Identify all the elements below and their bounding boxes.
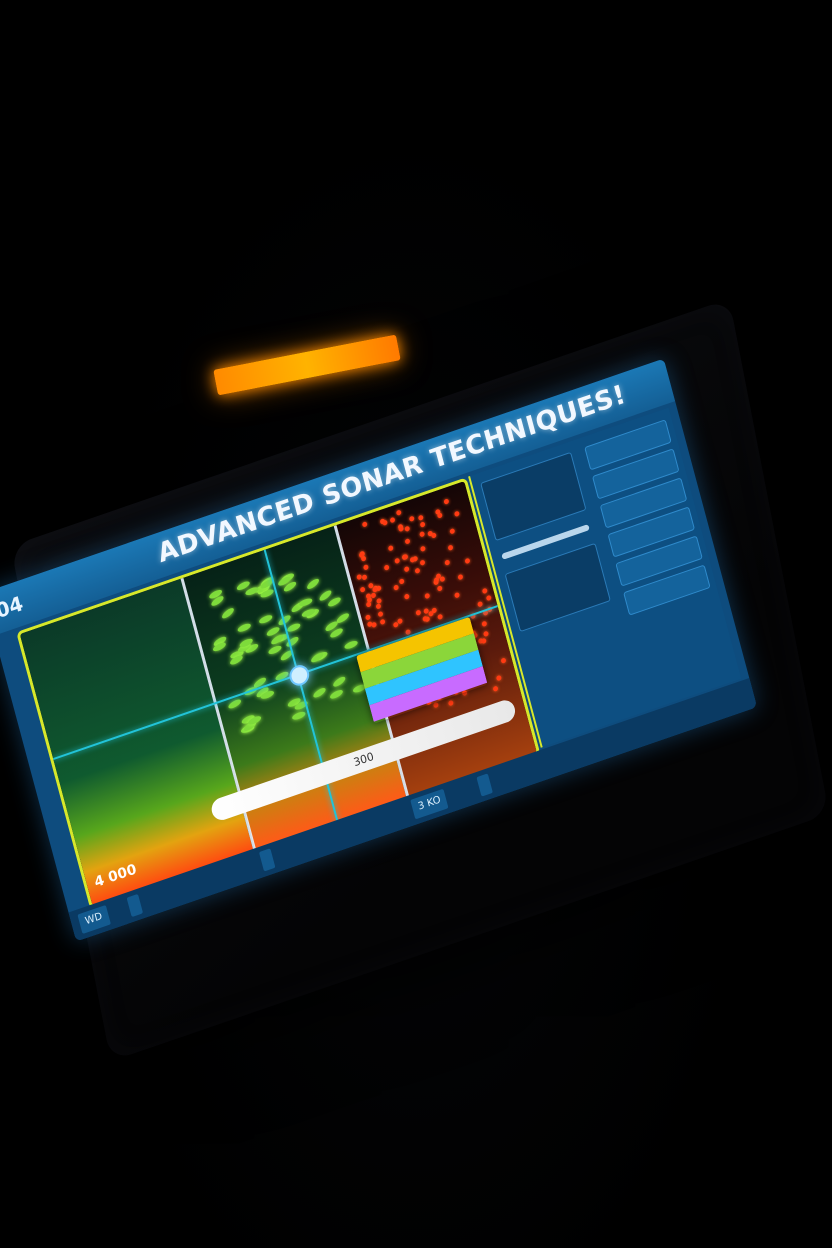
bottom-echo bbox=[464, 557, 471, 565]
bottom-echo bbox=[365, 600, 372, 608]
bottom-echo bbox=[481, 587, 488, 595]
bottom-echo bbox=[419, 559, 426, 566]
bottom-echo bbox=[404, 538, 411, 545]
bottom-echo bbox=[415, 609, 422, 616]
bottom-echo bbox=[392, 584, 399, 591]
fish-echo bbox=[227, 698, 243, 711]
bottom-echo bbox=[361, 574, 368, 581]
bottom-echo bbox=[398, 578, 405, 585]
status-chip[interactable]: 3 KO bbox=[410, 788, 449, 820]
bottom-echo bbox=[394, 557, 401, 565]
brand-led-display bbox=[213, 334, 401, 396]
fish-echo bbox=[305, 577, 321, 592]
bottom-echo bbox=[483, 630, 490, 638]
fish-echo bbox=[312, 686, 327, 700]
bottom-echo bbox=[364, 614, 372, 621]
bottom-echo bbox=[387, 544, 394, 552]
bottom-echo bbox=[481, 620, 488, 628]
bottom-echo bbox=[448, 699, 455, 707]
bottom-echo bbox=[453, 510, 460, 518]
bottom-echo bbox=[402, 553, 409, 560]
bottom-echo bbox=[382, 518, 389, 526]
bottom-echo bbox=[500, 657, 507, 664]
bottom-echo bbox=[403, 565, 410, 573]
bottom-echo bbox=[375, 602, 382, 610]
fish-echo bbox=[220, 606, 235, 620]
fish-echo bbox=[258, 613, 274, 625]
bottom-echo bbox=[476, 600, 483, 608]
status-chip[interactable] bbox=[126, 893, 144, 918]
status-chip[interactable] bbox=[476, 773, 493, 797]
page-number: 04 bbox=[0, 590, 26, 624]
fish-echo bbox=[286, 622, 302, 634]
status-chip[interactable]: WD bbox=[77, 905, 111, 935]
fish-echo bbox=[329, 688, 345, 701]
bottom-echo bbox=[414, 567, 421, 574]
bottom-echo bbox=[395, 509, 403, 516]
bottom-echo bbox=[370, 622, 377, 629]
bottom-echo bbox=[436, 614, 443, 621]
bottom-echo bbox=[433, 702, 440, 709]
bottom-echo bbox=[403, 593, 410, 601]
bottom-echo bbox=[457, 574, 464, 581]
bottom-echo bbox=[436, 512, 443, 519]
fish-echo bbox=[298, 597, 313, 608]
bottom-echo bbox=[359, 586, 366, 593]
bottom-echo bbox=[417, 514, 424, 521]
bottom-echo bbox=[420, 545, 427, 553]
settings-card[interactable] bbox=[480, 451, 587, 542]
bottom-echo bbox=[419, 521, 427, 528]
fish-echo bbox=[327, 595, 342, 608]
bottom-echo bbox=[447, 544, 454, 552]
bottom-echo bbox=[380, 618, 387, 626]
bottom-echo bbox=[485, 594, 492, 602]
bottom-echo bbox=[443, 559, 450, 566]
bottom-echo bbox=[377, 610, 384, 618]
bottom-echo bbox=[404, 525, 411, 532]
bottom-echo bbox=[430, 532, 437, 539]
fish-echo bbox=[236, 622, 252, 634]
status-chip[interactable] bbox=[258, 848, 276, 872]
fish-echo bbox=[343, 639, 359, 651]
fish-echo bbox=[291, 710, 306, 722]
settings-card[interactable] bbox=[504, 542, 611, 633]
bottom-echo bbox=[495, 674, 502, 681]
bottom-echo bbox=[362, 564, 369, 571]
brand-led-text bbox=[213, 334, 397, 375]
bottom-echo bbox=[409, 556, 416, 564]
bottom-echo bbox=[492, 685, 499, 692]
fish-echo bbox=[267, 643, 283, 656]
bottom-echo bbox=[480, 637, 487, 645]
bottom-echo bbox=[419, 530, 426, 537]
fish-echo bbox=[331, 675, 347, 689]
bottom-echo bbox=[398, 525, 405, 533]
bottom-echo bbox=[423, 592, 431, 600]
bottom-echo bbox=[383, 564, 390, 571]
bottom-echo bbox=[389, 517, 396, 524]
bottom-echo bbox=[448, 527, 456, 535]
bottom-echo bbox=[370, 591, 377, 599]
bottom-echo bbox=[361, 520, 368, 528]
bottom-echo bbox=[443, 497, 450, 505]
bottom-echo bbox=[408, 515, 415, 522]
bottom-echo bbox=[436, 585, 443, 592]
bottom-echo bbox=[453, 592, 460, 599]
bottom-echo bbox=[397, 618, 404, 625]
